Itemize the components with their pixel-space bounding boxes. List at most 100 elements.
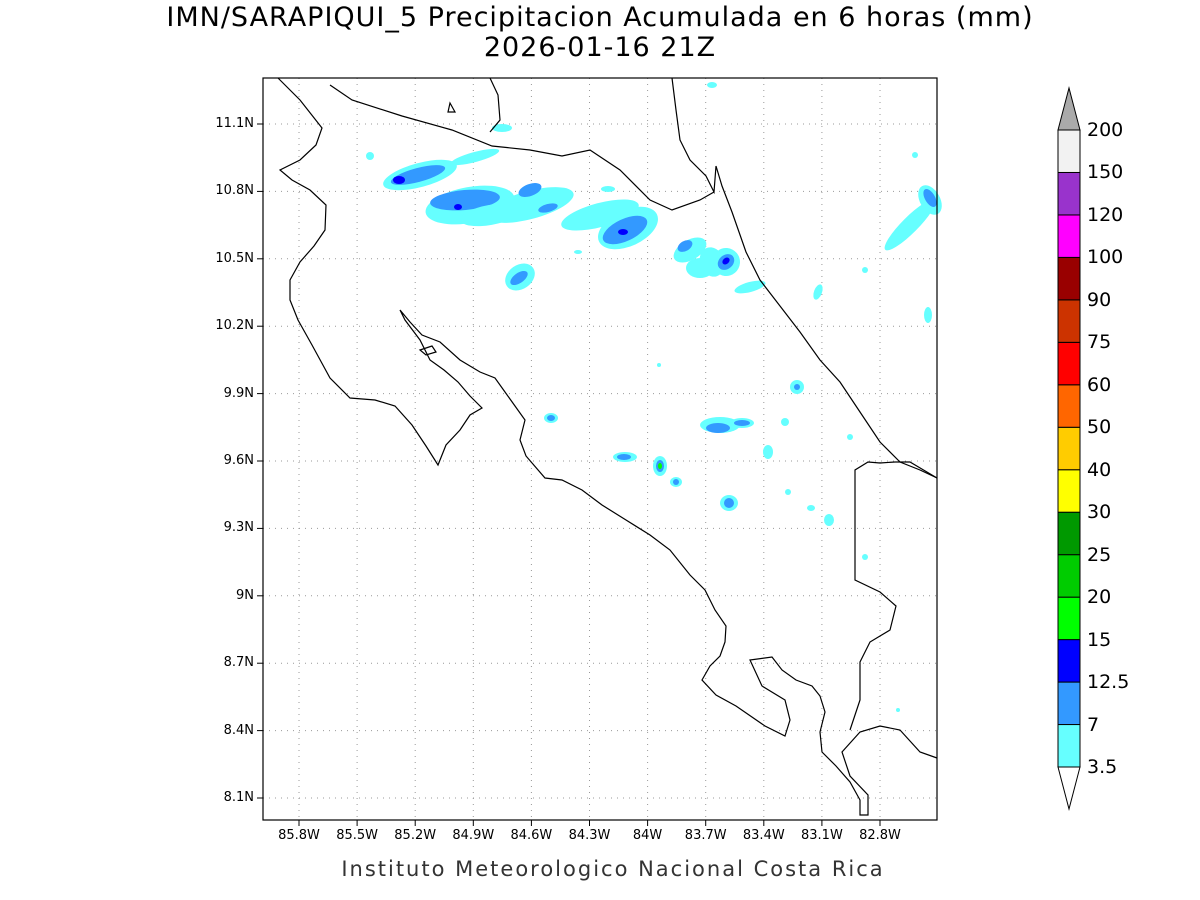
lon-tick-label: 83.7W	[684, 828, 727, 843]
nicaragua-border	[329, 84, 715, 211]
lat-tick-label: 8.1N	[223, 790, 254, 805]
colorbar-swatch-3.5	[1057, 724, 1081, 768]
lon-tick-label: 84.9W	[452, 828, 495, 843]
lon-tick-label: 85.5W	[336, 828, 378, 843]
colorbar-swatch-150	[1057, 129, 1081, 173]
lake-shore	[489, 77, 501, 133]
precip-contour-3.5	[824, 514, 834, 526]
footer-credit: Instituto Meteorologico Nacional Costa R…	[341, 857, 885, 881]
colorbar-label: 120	[1087, 203, 1124, 226]
colorbar-swatch-50	[1057, 384, 1081, 428]
colorbar-label: 7	[1087, 713, 1100, 736]
precip-contour-3.5	[460, 203, 520, 227]
lat-tick-label: 8.7N	[223, 655, 254, 671]
colorbar-label: 60	[1087, 373, 1112, 396]
precip-contour-7	[794, 384, 800, 390]
colorbar-swatch-100	[1057, 214, 1081, 258]
precip-contour-3.5	[862, 554, 868, 560]
precip-contour-3.5	[924, 307, 932, 323]
colorbar-label: 90	[1087, 288, 1112, 311]
precip-contour-3.5	[366, 152, 374, 160]
colorbar-swatch-120	[1057, 171, 1081, 216]
lon-tick-label: 85.2W	[394, 828, 437, 843]
lon-tick-label: 84W	[632, 828, 663, 843]
colorbar-label: 25	[1087, 543, 1112, 566]
coastlines	[277, 77, 938, 816]
precip-contour-3.5	[574, 250, 582, 254]
title-line-2: 2026-01-16 21Z	[483, 32, 717, 63]
panama-border	[849, 461, 938, 731]
precip-contour-3.5	[884, 199, 936, 251]
precip-contour-3.5	[657, 363, 661, 367]
map-frame	[262, 77, 938, 821]
precip-contour-3.5	[781, 418, 789, 426]
precip-contour-3.5	[450, 148, 500, 166]
precipitation-contours	[366, 82, 942, 712]
colorbar-label: 150	[1087, 161, 1124, 184]
precip-contour-3.5	[896, 708, 900, 712]
precip-contour-3.5	[601, 186, 615, 192]
lat-tick-label: 9.6N	[223, 453, 254, 468]
island	[447, 101, 457, 113]
colorbar-swatch-60	[1057, 341, 1081, 386]
pacific-coastline	[277, 77, 938, 816]
lon-tick-label: 85.8W	[278, 828, 320, 843]
lat-tick-label: 10.8N	[215, 183, 254, 199]
colorbar-below-triangle	[1057, 766, 1081, 811]
lat-tick-label: 10.2N	[215, 318, 254, 334]
lon-tick-label: 84.6W	[510, 828, 553, 843]
colorbar-label: 40	[1087, 458, 1112, 481]
precip-contour-7	[706, 423, 730, 433]
precip-contour-7	[538, 203, 558, 213]
colorbar-label: 50	[1087, 416, 1112, 439]
colorbar-label: 75	[1087, 331, 1112, 354]
colorbar-label: 100	[1087, 246, 1124, 269]
colorbar-label: 30	[1087, 501, 1112, 524]
precip-contour-7	[617, 454, 631, 460]
precip-contour-3.5	[912, 152, 918, 158]
precip-contour-3.5	[785, 489, 791, 495]
lon-tick-label: 84.3W	[568, 828, 611, 843]
precip-contour-15	[658, 463, 662, 469]
lat-tick-label: 11.1N	[215, 116, 254, 131]
precip-contour-3.5	[807, 505, 815, 511]
precip-contour-3.5	[492, 124, 512, 132]
precip-contour-12.5	[393, 176, 405, 184]
precip-contour-7	[724, 498, 734, 508]
precip-contour-7	[518, 183, 542, 197]
grid-lines	[257, 78, 937, 826]
precip-contour-3.5	[813, 284, 823, 300]
precip-contour-3.5	[763, 445, 773, 459]
lat-tick-label: 10.5N	[215, 250, 254, 266]
colorbar-swatch-12.5	[1057, 639, 1081, 683]
precip-contour-3.5	[734, 280, 766, 294]
lon-tick-label: 83.1W	[801, 828, 843, 843]
lat-tick-label: 8.4N	[223, 722, 254, 738]
colorbar-swatch-20	[1057, 554, 1081, 598]
precip-contour-7	[430, 189, 500, 211]
title-line-1: IMN/SARAPIQUI_5 Precipitacion Acumulada …	[166, 2, 1034, 33]
colorbar-swatch-90	[1057, 256, 1081, 301]
precip-contour-12.5	[618, 229, 628, 235]
lon-tick-label: 82.8W	[859, 828, 901, 843]
precip-contour-7	[677, 240, 693, 252]
precip-contour-3.5	[707, 82, 717, 88]
lat-tick-label: 9.9N	[223, 385, 254, 401]
colorbar-label: 200	[1087, 119, 1124, 141]
precip-contour-7	[673, 479, 679, 485]
colorbar	[1057, 86, 1081, 811]
precip-contour-3.5	[561, 199, 639, 231]
precip-contour-3.5	[686, 258, 714, 278]
colorbar-label: 15	[1087, 628, 1112, 651]
precip-contour-7	[547, 415, 555, 421]
lat-tick-label: 9N	[236, 587, 254, 603]
colorbar-label: 12.5	[1087, 671, 1130, 694]
precip-contour-12.5	[454, 204, 462, 210]
colorbar-swatch-75	[1057, 299, 1081, 343]
colorbar-swatch-15	[1057, 596, 1081, 641]
precip-contour-7	[510, 270, 528, 286]
colorbar-swatch-40	[1057, 426, 1081, 471]
precip-contour-3.5	[862, 267, 868, 273]
